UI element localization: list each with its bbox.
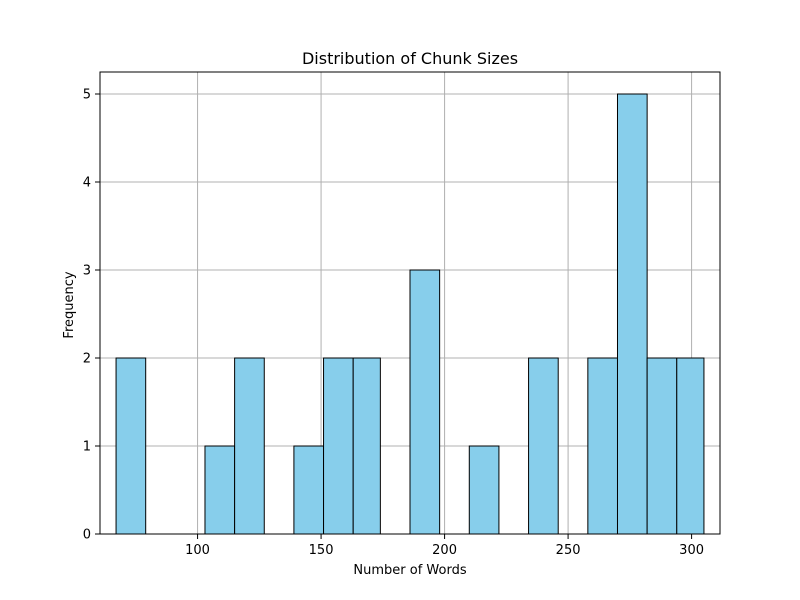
histogram-bar (528, 357, 559, 535)
histogram-bar (323, 357, 354, 535)
x-tick-label: 150 (309, 543, 334, 558)
y-tick-label: 2 (83, 352, 91, 367)
grid-lines (100, 72, 720, 535)
y-tick-label: 5 (83, 88, 91, 103)
y-tick-label: 3 (83, 264, 91, 279)
x-tick-label: 200 (432, 543, 457, 558)
y-tick-label: 1 (83, 440, 91, 455)
histogram-bar (616, 93, 648, 535)
histogram-bar (115, 357, 147, 535)
y-axis-ticks: 0 1 2 3 4 5 (83, 88, 100, 543)
histogram-bar (204, 445, 236, 535)
histogram-bars (115, 93, 705, 535)
x-axis-ticks: 100 150 200 250 300 (185, 534, 704, 558)
x-axis-label: Number of Words (353, 563, 466, 578)
y-tick-label: 0 (83, 528, 91, 543)
x-tick-label: 100 (185, 543, 210, 558)
y-axis-label: Frequency (62, 271, 77, 338)
y-tick-label: 4 (83, 176, 91, 191)
x-tick-label: 300 (679, 543, 704, 558)
histogram-bar (352, 357, 381, 535)
histogram-bar (587, 357, 618, 535)
chart-title: Distribution of Chunk Sizes (302, 49, 518, 68)
histogram-bar (676, 357, 705, 535)
histogram-bar (409, 269, 441, 535)
histogram-bar (468, 445, 500, 535)
x-tick-label: 250 (556, 543, 581, 558)
histogram-bar (234, 357, 265, 535)
histogram-bar (646, 357, 678, 535)
histogram-bar (293, 445, 325, 535)
plot-area-frame (99, 71, 721, 535)
